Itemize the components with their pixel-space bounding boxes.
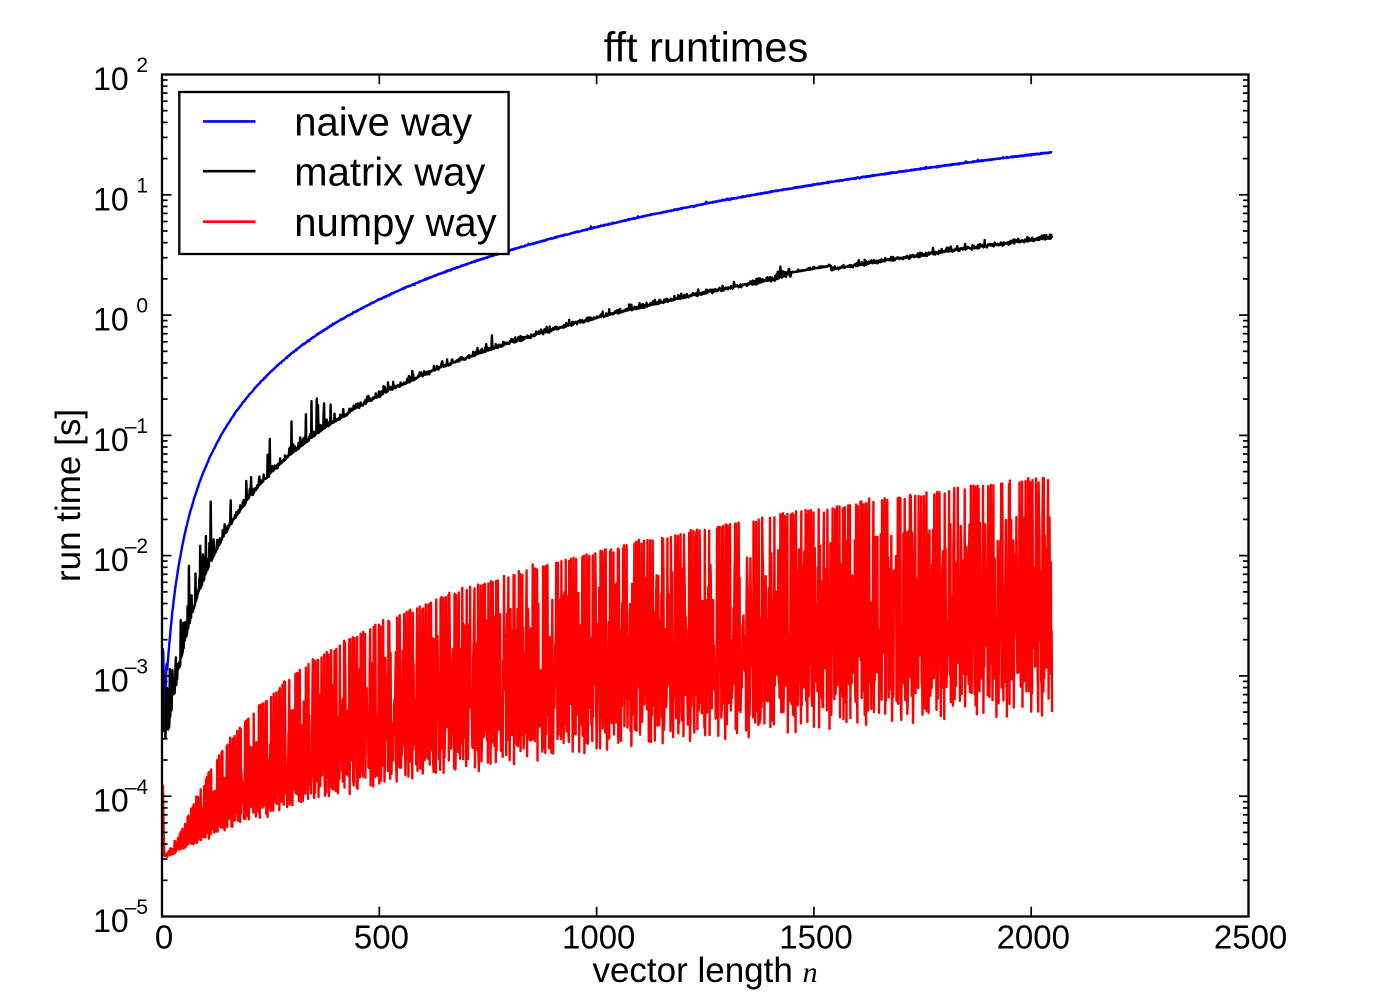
svg-text:0: 0 (155, 919, 173, 956)
svg-text:matrix way: matrix way (294, 150, 485, 194)
svg-text:1000: 1000 (562, 919, 635, 956)
svg-text:numpy way: numpy way (294, 201, 496, 245)
svg-text:10: 10 (93, 302, 129, 338)
svg-text:naive way: naive way (294, 101, 472, 145)
svg-text:vector length n: vector length n (592, 951, 817, 990)
svg-text:1500: 1500 (779, 919, 852, 956)
svg-text:run time [s]: run time [s] (49, 409, 88, 582)
svg-text:10: 10 (93, 783, 129, 819)
svg-text:10: 10 (93, 542, 129, 578)
svg-text:–3: –3 (125, 656, 148, 679)
svg-text:–2: –2 (125, 535, 148, 558)
svg-text:1: 1 (136, 174, 148, 197)
svg-text:2000: 2000 (997, 919, 1070, 956)
svg-text:–1: –1 (125, 415, 148, 438)
svg-text:10: 10 (93, 61, 129, 97)
svg-text:500: 500 (354, 919, 409, 956)
svg-text:10: 10 (93, 181, 129, 217)
svg-text:2500: 2500 (1214, 919, 1287, 956)
svg-text:2: 2 (136, 54, 148, 77)
svg-text:fft runtimes: fft runtimes (604, 24, 809, 71)
svg-text:10: 10 (93, 422, 129, 458)
svg-text:0: 0 (136, 295, 148, 318)
svg-text:–4: –4 (125, 776, 149, 799)
svg-text:–5: –5 (125, 896, 148, 919)
svg-text:10: 10 (93, 662, 129, 698)
svg-text:10: 10 (93, 903, 129, 939)
